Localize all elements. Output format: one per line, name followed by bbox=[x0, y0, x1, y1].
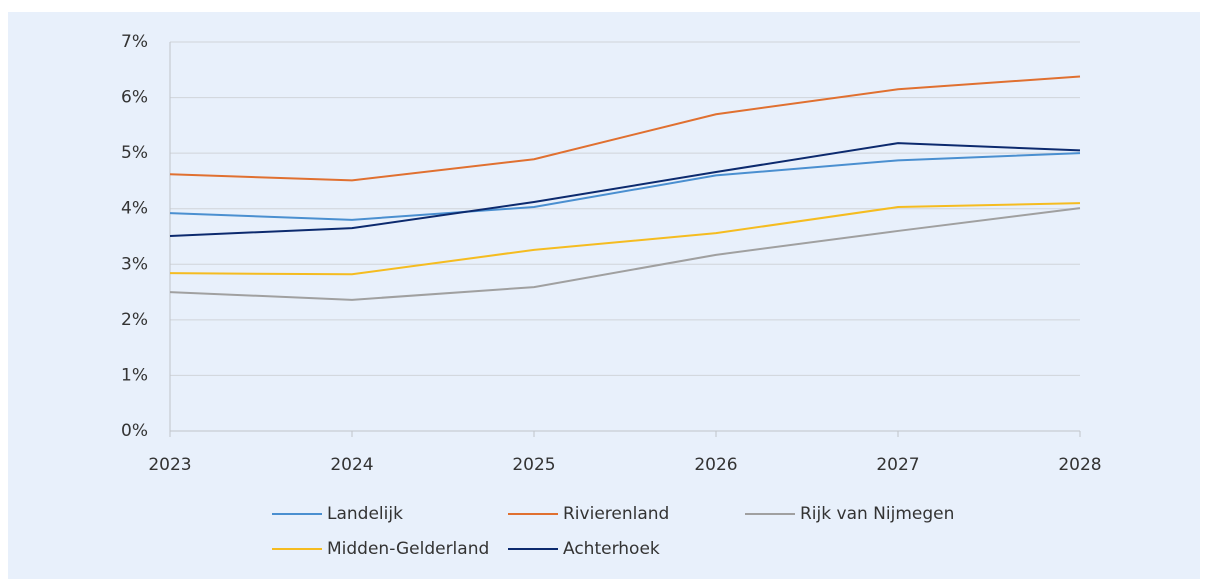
y-tick-label: 6% bbox=[121, 88, 148, 108]
legend-label: Rijk van Nijmegen bbox=[800, 504, 954, 524]
y-tick-label: 2% bbox=[121, 310, 148, 330]
y-tick-label: 7% bbox=[121, 32, 148, 52]
legend-label: Achterhoek bbox=[563, 539, 660, 559]
x-tick-label: 2024 bbox=[330, 455, 373, 475]
legend-label: Landelijk bbox=[327, 504, 403, 524]
series-line bbox=[169, 152, 1081, 221]
series-line bbox=[169, 207, 1081, 301]
x-tick-label: 2025 bbox=[512, 455, 555, 475]
series-line bbox=[169, 75, 1081, 182]
chart-background bbox=[8, 12, 1200, 579]
x-tick-label: 2026 bbox=[694, 455, 737, 475]
legend-label: Midden-Gelderland bbox=[327, 539, 489, 559]
series-line bbox=[169, 142, 1081, 237]
legend-label: Rivierenland bbox=[563, 504, 669, 524]
y-tick-label: 5% bbox=[121, 143, 148, 163]
x-tick-label: 2023 bbox=[148, 455, 191, 475]
y-tick-label: 0% bbox=[121, 421, 148, 441]
y-tick-label: 1% bbox=[121, 365, 148, 385]
y-tick-label: 4% bbox=[121, 199, 148, 219]
x-tick-label: 2028 bbox=[1058, 455, 1101, 475]
series-line bbox=[169, 202, 1081, 276]
y-tick-label: 3% bbox=[121, 254, 148, 274]
x-tick-label: 2027 bbox=[876, 455, 919, 475]
